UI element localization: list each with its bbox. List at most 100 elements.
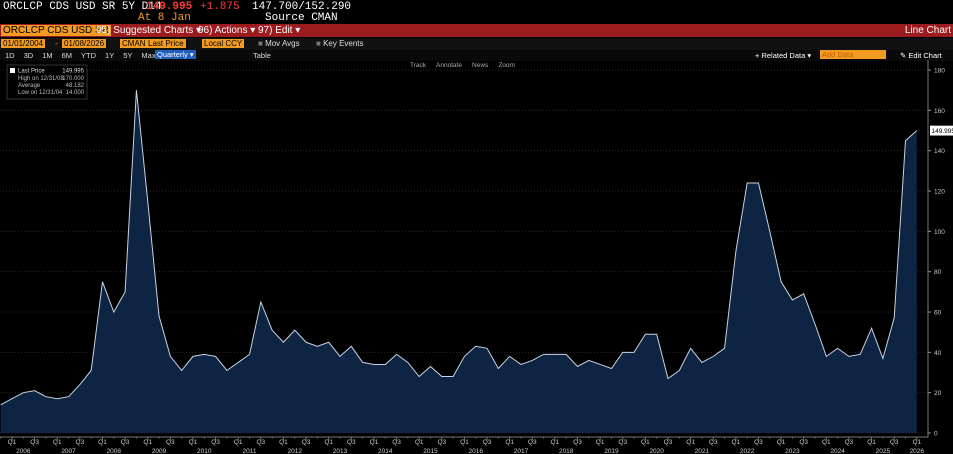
- menu-suggested[interactable]: 95) Suggested Charts ▾: [96, 25, 202, 36]
- year-label: 2013: [333, 448, 348, 454]
- period-button[interactable]: 1Y: [105, 51, 115, 60]
- currency-input[interactable]: Local CCY: [202, 39, 245, 48]
- x-tick-label: Q3: [121, 439, 130, 446]
- x-tick-label: Q3: [437, 439, 446, 446]
- edit-chart[interactable]: ✎ Edit Chart: [900, 51, 942, 60]
- year-label: 2018: [559, 448, 574, 454]
- x-tick-label: Q1: [279, 439, 288, 446]
- legend-stat-label: High on 12/31/08: [18, 76, 64, 82]
- period-buttons: 1D 3D 1M 6M YTD 1Y 5Y Max: [5, 51, 165, 60]
- period-button[interactable]: YTD: [81, 51, 97, 60]
- year-label: 2006: [16, 448, 31, 454]
- x-tick-label: Q1: [777, 439, 786, 446]
- period-button[interactable]: Max: [141, 51, 156, 60]
- x-tick-label: Q3: [845, 439, 854, 446]
- year-label: 2015: [423, 448, 438, 454]
- y-tick-label: 80: [934, 269, 942, 276]
- related-data[interactable]: + Related Data ▾: [755, 51, 812, 60]
- x-tick-label: Q3: [528, 439, 537, 446]
- source-input[interactable]: CMAN: [120, 39, 148, 48]
- line: [0, 90, 918, 406]
- menu-actions[interactable]: 96) Actions ▾: [198, 25, 256, 36]
- x-tick-label: Q3: [166, 439, 175, 446]
- quote-date: At 8 Jan: [138, 12, 191, 24]
- period-button[interactable]: 1M: [42, 51, 53, 60]
- tool-button[interactable]: News: [472, 62, 489, 69]
- x-tick-label: Q3: [618, 439, 627, 446]
- x-tick-label: Q3: [709, 439, 718, 446]
- last-value-tag: 149.995: [930, 125, 953, 136]
- quote-header: ORCLCP CDS USD SR 5Y D14 149.995 +1.875 …: [0, 0, 953, 24]
- frequency-select[interactable]: Quarterly ▾: [155, 50, 196, 59]
- tool-button[interactable]: Annotate: [436, 62, 462, 69]
- start-date[interactable]: 01/01/2004: [1, 39, 46, 48]
- x-tick-label: Q1: [143, 439, 152, 446]
- legend-box: [6, 64, 88, 100]
- x-tick-label: Q1: [641, 439, 650, 446]
- x-tick-label: Q3: [799, 439, 808, 446]
- x-tick-label: Q3: [76, 439, 85, 446]
- menu-edit[interactable]: 97) Edit ▾: [258, 25, 301, 36]
- period-bar: 1D 3D 1M 6M YTD 1Y 5Y Max Quarterly ▾ Table + R…: [0, 50, 953, 61]
- x-tick-label: Q1: [505, 439, 514, 446]
- y-tick-label: 120: [934, 189, 945, 196]
- table-button[interactable]: Table: [253, 51, 271, 60]
- x-tick-label: Q1: [551, 439, 560, 446]
- x-tick-label: Q1: [98, 439, 107, 446]
- legend-stat-value: 48.182: [66, 83, 85, 89]
- x-tick-label: Q1: [732, 439, 741, 446]
- year-label: 2022: [740, 448, 755, 454]
- x-tick-label: Q3: [483, 439, 492, 446]
- year-label: 2011: [243, 448, 257, 454]
- y-tick-label: 20: [934, 390, 942, 397]
- year-label: 2017: [514, 448, 529, 454]
- end-date[interactable]: 01/08/2026: [62, 39, 107, 48]
- year-label: 2021: [695, 448, 710, 454]
- year-label: 2012: [288, 448, 303, 454]
- x-tick-label: Q3: [30, 439, 39, 446]
- tool-button[interactable]: Zoom: [498, 62, 515, 69]
- x-tick-label: Q3: [211, 439, 220, 446]
- toggle-mov-avgs[interactable]: ■ Mov Avgs: [258, 39, 300, 48]
- bid-ask-range: 147.700/152.290: [252, 1, 352, 13]
- period-button[interactable]: 1D: [5, 51, 15, 60]
- x-tick-label: Q1: [8, 439, 17, 446]
- period-button[interactable]: 3D: [23, 51, 34, 60]
- year-label: 2019: [604, 448, 619, 454]
- legend-stat-label: Low on 12/31/04: [18, 90, 63, 96]
- period-button[interactable]: 6M: [61, 51, 73, 60]
- last-price: 149.995: [146, 1, 193, 13]
- chart: 0 20 40 60 80 100 120 140 160 180 Q1 Q3 Q1 Q3 Q1 Q3 Q1 Q3…: [0, 60, 953, 454]
- period-button[interactable]: 5Y: [123, 51, 133, 60]
- y-tick-label: 160: [934, 108, 945, 115]
- price-change: +1.875: [200, 1, 240, 13]
- year-label: 2016: [468, 448, 483, 454]
- year-label: 2009: [152, 448, 167, 454]
- legend-value: 149.995: [62, 69, 84, 75]
- x-tick-label: Q1: [822, 439, 831, 446]
- x-tick-label: Q3: [392, 439, 401, 446]
- date-separator: -: [55, 39, 58, 48]
- x-tick-label: Q3: [573, 439, 582, 446]
- x-tick-label: Q1: [686, 439, 695, 446]
- year-label: 2026: [910, 448, 925, 454]
- toggle-key-events[interactable]: ■ Key Events: [316, 39, 364, 48]
- add-data-input[interactable]: Add Data: [820, 50, 886, 59]
- x-tick-label: Q1: [867, 439, 876, 446]
- x-tick-label: Q1: [234, 439, 243, 446]
- y-tick-label: 180: [934, 68, 945, 75]
- year-label: 2023: [785, 448, 800, 454]
- security-input[interactable]: ORCLCP CDS USD SR: [1, 25, 111, 36]
- legend-label: Last Price: [18, 69, 45, 75]
- field-input[interactable]: Last Price: [146, 39, 186, 48]
- x-tick-label: Q1: [189, 439, 198, 446]
- x-tick-label: Q1: [53, 439, 62, 446]
- x-tick-label: Q3: [347, 439, 356, 446]
- function-bar: ORCLCP CDS USD SR 95) Suggested Charts ▾…: [0, 24, 953, 37]
- tool-button[interactable]: Track: [410, 62, 427, 69]
- year-label: 2014: [378, 448, 393, 454]
- chart-view: Line Chart: [904, 25, 951, 36]
- y-tick-label: 40: [934, 350, 942, 357]
- year-label: 2025: [876, 448, 891, 454]
